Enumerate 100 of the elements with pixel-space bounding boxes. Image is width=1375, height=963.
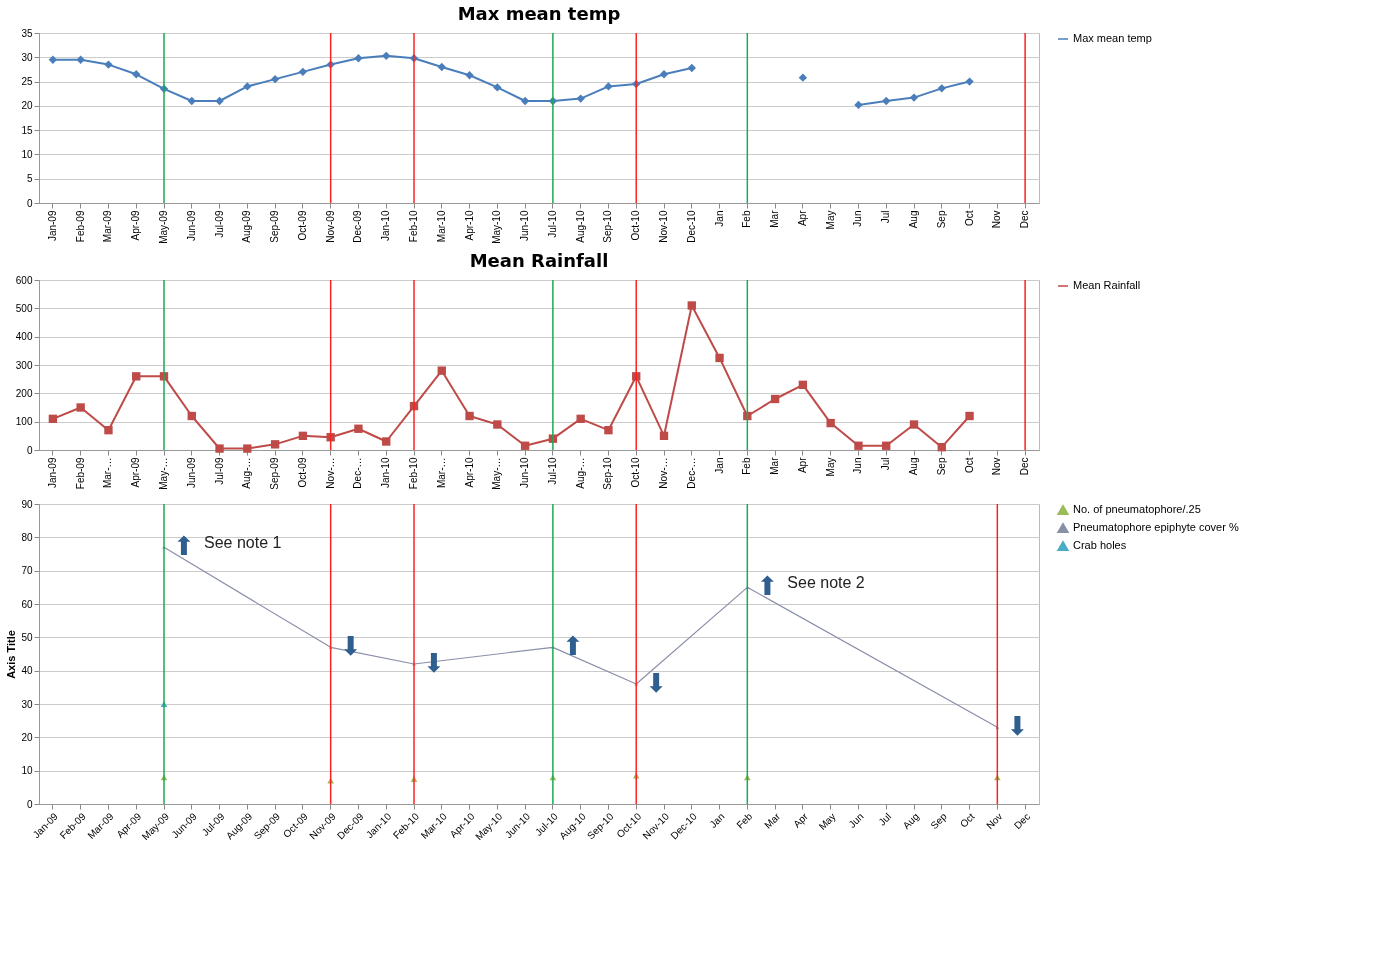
y-tick-label: 0 bbox=[26, 197, 33, 209]
y-tick-label: 5 bbox=[26, 173, 33, 185]
x-tick-label: Apr bbox=[796, 456, 808, 474]
x-tick-label: Jun-10 bbox=[519, 457, 531, 489]
x-tick-label: Jul-09 bbox=[213, 210, 225, 238]
x-tick-label: Aug-10 bbox=[574, 210, 586, 243]
x-tick-label: Jun bbox=[852, 457, 864, 474]
y-tick-label: 90 bbox=[21, 498, 33, 510]
x-tick-label: Mar bbox=[769, 456, 781, 475]
x-tick-label: Oct-09 bbox=[296, 210, 308, 241]
x-tick-label: Mar bbox=[762, 810, 783, 831]
x-tick-label: Jun-09 bbox=[185, 457, 197, 489]
x-tick-label: Feb-09 bbox=[74, 210, 86, 243]
legend-label: Max mean temp bbox=[1073, 32, 1152, 44]
x-tick-label: Apr-09 bbox=[130, 457, 142, 488]
annotation: ⬆ bbox=[756, 571, 779, 602]
x-tick-label: Sep bbox=[928, 810, 950, 832]
x-tick-label: Apr bbox=[791, 810, 811, 830]
x-tick-label: Jan bbox=[707, 810, 727, 830]
x-tick-label: Dec-… bbox=[352, 457, 364, 489]
x-tick-label: May bbox=[816, 810, 838, 832]
y-tick-label: 80 bbox=[21, 531, 33, 543]
y-tick-label: 15 bbox=[21, 124, 33, 136]
y-tick-label: 30 bbox=[21, 698, 33, 710]
x-tick-label: Jul bbox=[880, 457, 892, 471]
annotation: ⬇ bbox=[1006, 711, 1029, 742]
x-tick-label: Apr-10 bbox=[463, 210, 475, 241]
x-tick-label: Jan bbox=[713, 210, 725, 227]
x-tick-label: Dec bbox=[1011, 810, 1033, 832]
x-tick-label: May-09 bbox=[158, 210, 169, 244]
y-tick-label: 25 bbox=[21, 76, 33, 88]
x-tick-label: Apr-09 bbox=[130, 210, 142, 241]
x-tick-label: Jul-10 bbox=[546, 457, 558, 485]
x-tick-label: Oct bbox=[963, 457, 975, 474]
annotation: See note 1 bbox=[204, 534, 282, 552]
y-tick-label: 400 bbox=[15, 331, 33, 343]
x-tick-label: Mar bbox=[769, 209, 781, 228]
legend-label: Pneumatophore epiphyte cover % bbox=[1073, 521, 1239, 533]
x-tick-label: Feb bbox=[734, 810, 755, 831]
y-tick-label: 0 bbox=[26, 798, 33, 810]
x-tick-label: Nov-… bbox=[658, 457, 669, 489]
x-tick-label: Oct-10 bbox=[630, 210, 642, 241]
x-tick-label: Dec-09 bbox=[352, 210, 364, 243]
x-tick-label: Nov-09 bbox=[324, 210, 336, 243]
annotation: ⬆ bbox=[561, 631, 584, 662]
x-tick-label: Sep-09 bbox=[269, 210, 281, 243]
x-tick-label: May-… bbox=[158, 457, 169, 490]
chart-title: Mean Rainfall bbox=[469, 250, 609, 271]
annotation: ⬇ bbox=[645, 668, 668, 698]
legend-label: Mean Rainfall bbox=[1073, 279, 1141, 291]
y-tick-label: 0 bbox=[26, 444, 33, 456]
y-tick-label: 35 bbox=[21, 27, 33, 39]
x-tick-label: Nov bbox=[991, 457, 1003, 476]
annotation: See note 2 bbox=[787, 574, 865, 592]
x-tick-label: Sep bbox=[935, 210, 947, 229]
x-tick-label: May bbox=[824, 210, 836, 230]
y-tick-label: 10 bbox=[21, 148, 33, 160]
x-tick-label: Jul bbox=[876, 810, 894, 828]
y-tick-label: 100 bbox=[15, 416, 33, 428]
y-tick-label: 300 bbox=[15, 359, 33, 371]
annotation: ⬇ bbox=[423, 648, 445, 678]
x-tick-label: Aug bbox=[900, 810, 922, 832]
x-tick-label: Sep-09 bbox=[269, 457, 281, 490]
x-tick-label: Jan-09 bbox=[46, 210, 58, 242]
x-tick-label: Dec bbox=[1019, 210, 1031, 229]
x-tick-label: Aug bbox=[908, 457, 919, 476]
y-tick-label: 70 bbox=[21, 565, 33, 577]
y-tick-label: 20 bbox=[21, 100, 33, 112]
x-tick-label: Nov-… bbox=[324, 457, 336, 489]
y-tick-label: 10 bbox=[21, 765, 33, 777]
x-tick-label: Apr-10 bbox=[463, 457, 475, 488]
y-tick-label: 20 bbox=[21, 731, 33, 743]
x-tick-label: Aug-09 bbox=[241, 210, 253, 243]
x-tick-label: Dec-10 bbox=[685, 210, 697, 243]
y-tick-label: 60 bbox=[21, 598, 33, 610]
x-tick-label: Jun-10 bbox=[519, 210, 531, 242]
x-tick-label: Feb-10 bbox=[408, 457, 419, 490]
x-tick-label: May-10 bbox=[491, 210, 503, 244]
y-tick-label: 500 bbox=[15, 302, 33, 314]
x-tick-label: Jan-10 bbox=[380, 457, 392, 489]
x-tick-label: Jul-09 bbox=[213, 457, 225, 485]
x-tick-label: Feb bbox=[741, 210, 753, 228]
x-tick-label: Aug-… bbox=[574, 457, 586, 489]
x-tick-label: Mar-… bbox=[102, 457, 114, 489]
x-tick-label: Dec bbox=[1019, 457, 1031, 476]
annotation: ⬆ bbox=[173, 531, 195, 562]
y-tick-label: 40 bbox=[21, 665, 33, 677]
x-tick-label: May-… bbox=[491, 457, 503, 490]
x-tick-label: Feb-09 bbox=[74, 457, 86, 490]
chart-title: Max mean temp bbox=[457, 3, 621, 24]
x-tick-label: Nov-10 bbox=[658, 210, 669, 243]
x-tick-label: Dec-… bbox=[685, 457, 697, 489]
x-tick-label: Nov bbox=[991, 210, 1003, 229]
x-tick-label: Nov bbox=[984, 810, 1005, 832]
x-tick-label: Jun bbox=[852, 210, 864, 227]
x-tick-label: May bbox=[824, 457, 836, 477]
x-tick-label: Sep-10 bbox=[602, 457, 614, 490]
legend-label: No. of pneumatophore/.25 bbox=[1073, 503, 1201, 515]
y-axis-title: Axis Title bbox=[5, 630, 18, 679]
x-tick-label: Oct bbox=[957, 810, 977, 830]
